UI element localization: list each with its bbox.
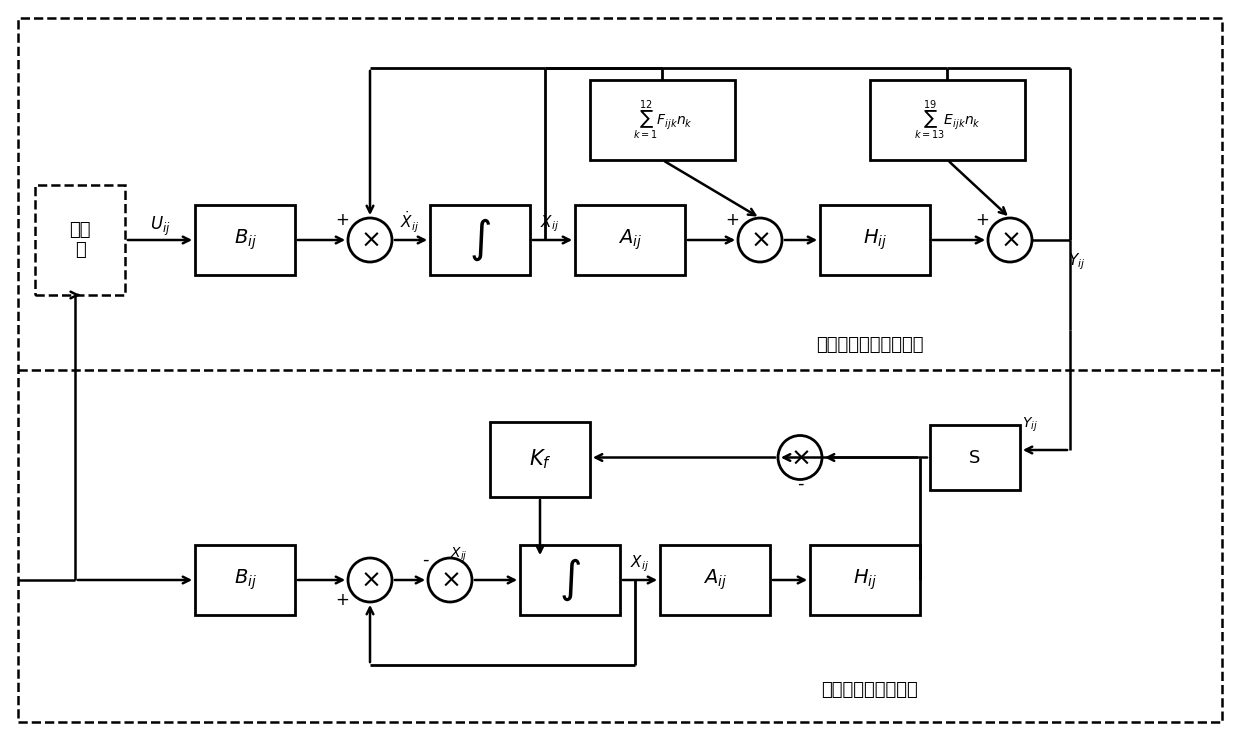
Circle shape (348, 218, 392, 262)
Text: 控制
器: 控制 器 (69, 221, 91, 260)
Bar (520, 545, 620, 615)
Text: -: - (422, 551, 428, 569)
Text: +: + (725, 211, 739, 229)
Text: $\sum_{k=1}^{12}F_{ijk}n_k$: $\sum_{k=1}^{12}F_{ijk}n_k$ (632, 98, 692, 142)
Bar (490, 422, 590, 497)
Bar (810, 545, 920, 615)
Text: 编队队形控制随机系统: 编队队形控制随机系统 (816, 336, 924, 354)
Text: $H_{ij}$: $H_{ij}$ (863, 228, 887, 252)
Text: $\times$: $\times$ (361, 568, 379, 592)
Text: $Y_{ij}$: $Y_{ij}$ (1068, 252, 1085, 272)
Bar (870, 80, 1025, 160)
Text: $\times$: $\times$ (440, 568, 460, 592)
Text: $H_{ij}$: $H_{ij}$ (853, 568, 877, 592)
Text: $X_{ij}$: $X_{ij}$ (539, 214, 559, 235)
Text: $X_{ij}$: $X_{ij}$ (630, 554, 649, 574)
Text: $\sum_{k=13}^{19}E_{ijk}n_k$: $\sum_{k=13}^{19}E_{ijk}n_k$ (914, 98, 981, 142)
Text: $\times$: $\times$ (361, 228, 379, 252)
Bar (575, 205, 684, 275)
Text: +: + (335, 211, 348, 229)
Text: $\times$: $\times$ (750, 228, 770, 252)
Bar (660, 545, 770, 615)
Bar (930, 425, 1021, 490)
Circle shape (348, 558, 392, 602)
Text: S: S (970, 448, 981, 466)
Text: $\times$: $\times$ (790, 445, 810, 469)
Text: $\int$: $\int$ (469, 217, 491, 263)
Text: $B_{ij}$: $B_{ij}$ (233, 568, 257, 592)
Text: $\int$: $\int$ (559, 556, 582, 603)
Bar (195, 545, 295, 615)
Text: $\dot{X}_{ij}$: $\dot{X}_{ij}$ (401, 209, 419, 235)
Text: $U_{ij}$: $U_{ij}$ (150, 215, 171, 238)
Text: $Y_{ij}$: $Y_{ij}$ (1022, 416, 1038, 434)
Text: $A_{ij}$: $A_{ij}$ (703, 568, 727, 592)
Bar (35, 185, 125, 295)
Text: $X_{ij}$: $X_{ij}$ (450, 546, 467, 564)
Bar (590, 80, 735, 160)
Bar (430, 205, 529, 275)
Text: $\times$: $\times$ (1001, 228, 1019, 252)
Circle shape (777, 436, 822, 480)
Text: $B_{ij}$: $B_{ij}$ (233, 228, 257, 252)
Text: -: - (797, 474, 804, 493)
Bar (195, 205, 295, 275)
Text: $K_f$: $K_f$ (528, 448, 552, 471)
Text: 固定增益状态估计器: 固定增益状态估计器 (822, 681, 919, 699)
Circle shape (988, 218, 1032, 262)
Circle shape (738, 218, 782, 262)
Text: +: + (975, 211, 990, 229)
Bar (820, 205, 930, 275)
Text: +: + (335, 591, 348, 609)
Circle shape (428, 558, 472, 602)
Text: $A_{ij}$: $A_{ij}$ (618, 228, 642, 252)
